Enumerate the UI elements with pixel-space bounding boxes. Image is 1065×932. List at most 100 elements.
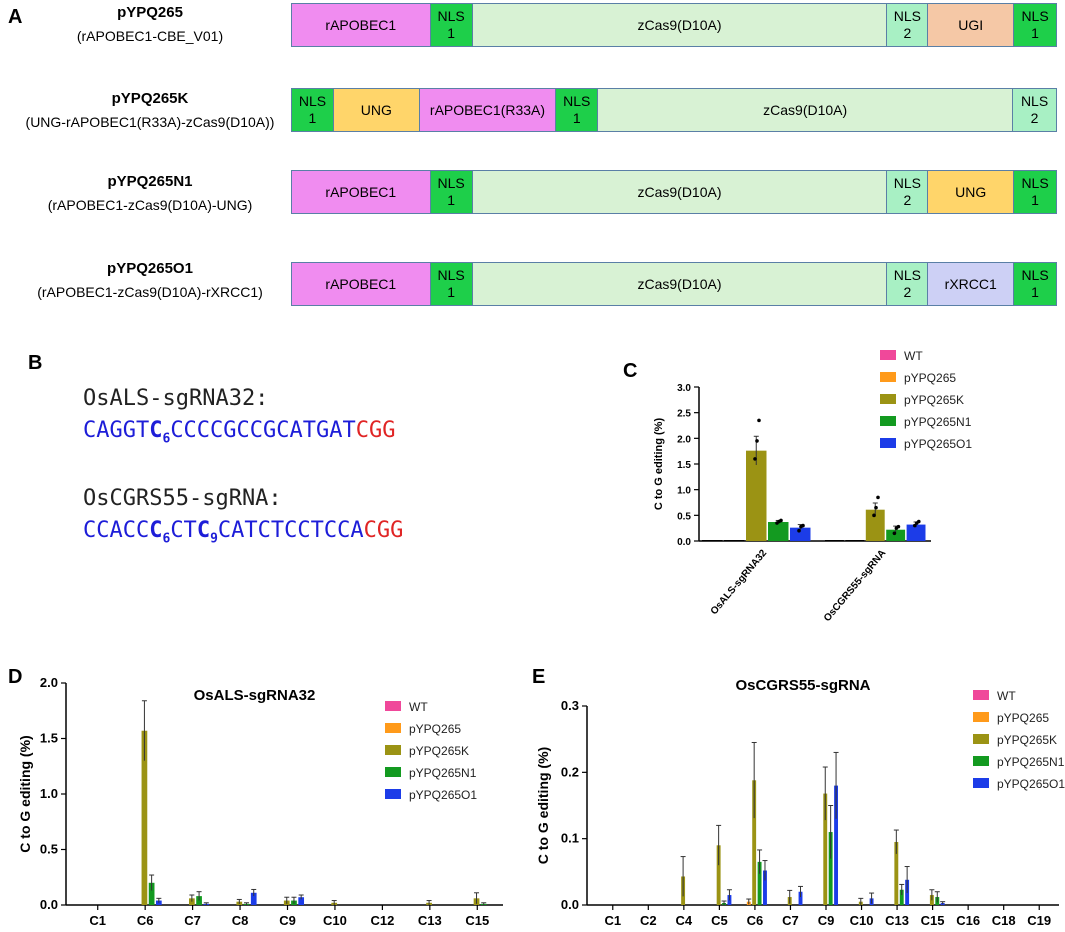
legend-label: pYPQ265	[904, 371, 956, 385]
seq-part: CT	[170, 518, 197, 543]
segment: NLS 1	[430, 263, 473, 305]
x-tick-label: C10	[850, 913, 874, 928]
y-tick-label: 0.5	[40, 842, 58, 857]
bar-e-pypq265k-c13	[894, 841, 899, 905]
bar-d-pypq265k-c6	[141, 730, 148, 905]
legend-swatch	[880, 394, 896, 404]
segment: rAPOBEC1	[292, 171, 431, 213]
seq-part: CATCTCCTCCA	[217, 518, 364, 543]
bar-d-pypq265o1-c8	[250, 892, 257, 905]
segment: rXRCC1	[928, 263, 1015, 305]
legend-swatch	[880, 416, 896, 426]
y-tick-label: 3.0	[677, 383, 691, 394]
segment: zCas9(D10A)	[472, 4, 888, 46]
construct-name: pYPQ265N1	[107, 173, 193, 190]
y-axis-label: C to G editing (%)	[535, 747, 551, 864]
bar-d-pypq265k-c7	[189, 898, 195, 905]
bar-e-pypq265k-c6	[752, 780, 757, 905]
x-tick-label: C7	[184, 913, 201, 928]
segment: NLS 2	[887, 263, 929, 305]
segment: NLS 2	[887, 171, 929, 213]
bar-d-pypq265o1-c9	[298, 897, 305, 905]
legend-swatch	[385, 789, 401, 799]
legend-swatch	[973, 756, 989, 766]
legend-swatch	[973, 734, 989, 744]
x-tick-label: C13	[885, 913, 909, 928]
bar-c-pypq265k-osals-sgrna32	[746, 450, 767, 541]
segment: UNG	[333, 89, 420, 131]
segment: NLS 1	[1014, 171, 1056, 213]
data-point	[801, 523, 805, 528]
segment: NLS 2	[887, 4, 929, 46]
y-tick-label: 0.2	[561, 764, 579, 779]
construct-name: pYPQ265	[117, 4, 183, 21]
seq-target-base: C6	[149, 518, 171, 547]
legend-swatch	[973, 690, 989, 700]
segment: rAPOBEC1	[292, 4, 431, 46]
bar-c-pypq265o1-osals-sgrna32	[790, 527, 811, 541]
x-tick-label: C18	[992, 913, 1016, 928]
construct-name: pYPQ265K	[111, 90, 189, 107]
bar-c-pypq265n1-osals-sgrna32	[768, 522, 789, 541]
segment: NLS 1	[556, 89, 599, 131]
x-tick-label: C1	[89, 913, 106, 928]
x-tick-label: C15	[465, 913, 489, 928]
x-tick-label: C7	[782, 913, 799, 928]
sequence-title: OsALS-sgRNA32:	[83, 386, 269, 411]
segment: UGI	[928, 4, 1015, 46]
y-tick-label: 1.0	[40, 786, 58, 801]
legend-label: pYPQ265K	[997, 733, 1057, 747]
bar-e-pypq265o1-c6	[763, 870, 767, 905]
data-point	[753, 457, 757, 461]
legend-label: WT	[904, 349, 923, 363]
bar-c-pypq265n1-oscgrs55-sgrna	[886, 529, 906, 541]
legend-swatch	[973, 778, 989, 788]
bar-c-pypq265o1-oscgrs55-sgrna	[906, 524, 926, 541]
legend-label: WT	[997, 689, 1016, 703]
y-tick-label: 0.0	[40, 897, 58, 912]
bar-e-pypq265n1-c9	[828, 832, 833, 905]
x-tick-label: OsALS-sgRNA32	[709, 548, 770, 618]
seq-pam: CGG	[355, 418, 396, 443]
y-tick-label: 1.5	[40, 731, 58, 746]
bar-e-pypq265k-c9	[823, 793, 828, 905]
y-tick-label: 0.0	[561, 897, 579, 912]
x-tick-label: C6	[747, 913, 764, 928]
segment: zCas9(D10A)	[472, 171, 888, 213]
seq-target-base: C9	[196, 518, 218, 547]
bar-d-pypq265n1-c6	[148, 882, 155, 905]
x-tick-label: C10	[323, 913, 347, 928]
x-tick-label: C9	[818, 913, 835, 928]
data-point	[872, 513, 876, 518]
construct-bar: rAPOBEC1 NLS 1 zCas9(D10A) NLS 2 UNG NLS…	[291, 170, 1057, 214]
segment: rAPOBEC1	[292, 263, 431, 305]
legend-swatch	[385, 701, 401, 711]
legend-label: pYPQ265O1	[997, 777, 1065, 791]
y-axis-label: C to G editing (%)	[653, 418, 665, 511]
panel-letter-a: A	[8, 6, 23, 28]
construct-subtitle: (rAPOBEC1-zCas9(D10A)-UNG)	[47, 197, 253, 213]
data-point	[779, 518, 783, 523]
segment: NLS 1	[430, 171, 473, 213]
construct-name: pYPQ265O1	[107, 260, 193, 277]
x-tick-label: C6	[137, 913, 154, 928]
seq-part: CAGGT	[83, 418, 150, 443]
panel-letter-e: E	[532, 666, 546, 688]
bar-e-pypq265k-c5	[716, 845, 721, 905]
segment: NLS 1	[1014, 4, 1056, 46]
x-tick-label: C16	[956, 913, 980, 928]
y-tick-label: 0.5	[677, 511, 691, 522]
data-point	[917, 519, 921, 524]
segment: NLS 2	[1013, 89, 1056, 131]
legend-swatch	[973, 712, 989, 722]
bar-c-pypq265k-oscgrs55-sgrna	[865, 509, 885, 541]
construct-subtitle: (UNG-rAPOBEC1(R33A)-zCas9(D10A))	[25, 114, 275, 130]
legend-swatch	[385, 745, 401, 755]
y-tick-label: 0.3	[561, 698, 579, 713]
legend-swatch	[880, 350, 896, 360]
legend-swatch	[385, 767, 401, 777]
sequence-line: CAGGTC6CCCCGCCGCATGATCGG	[83, 418, 396, 446]
segment: rAPOBEC1(R33A)	[419, 89, 557, 131]
seq-pam: CGG	[363, 518, 404, 543]
legend-label: pYPQ265N1	[904, 415, 972, 429]
